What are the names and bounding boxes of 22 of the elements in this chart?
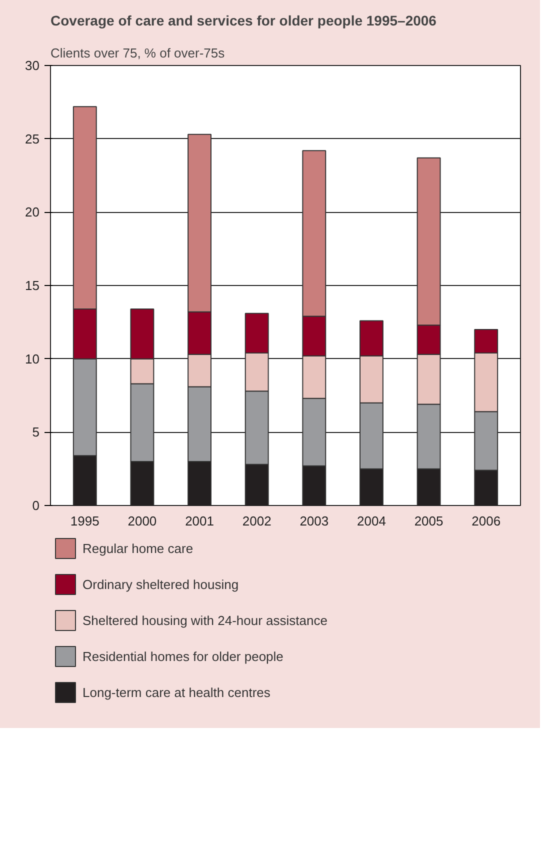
y-tick-label: 10: [25, 351, 40, 366]
legend-label: Regular home care: [82, 541, 194, 556]
y-tick-label: 30: [25, 58, 40, 73]
legend-label: Long-term care at health centres: [82, 685, 271, 700]
y-tick-label: 20: [25, 204, 40, 220]
y-tick-label: 15: [25, 278, 40, 293]
legend-label: Residential homes for older people: [82, 649, 284, 664]
x-tick-label: 1995: [70, 514, 100, 528]
y-tick-label: 0: [32, 498, 40, 513]
legend-label: Sheltered housing with 24-hour assistance: [82, 613, 328, 628]
y-axis-title: Clients over 75, % of over-75s: [50, 46, 226, 60]
x-tick-label: 2003: [300, 514, 329, 528]
x-tick-label: 2000: [128, 514, 157, 528]
x-tick-label: 2001: [185, 514, 214, 528]
x-tick-label: 2005: [414, 514, 444, 528]
x-tick-label: 2002: [242, 514, 272, 528]
legend-label: Ordinary sheltered housing: [82, 577, 239, 592]
x-tick-label: 2006: [472, 514, 501, 528]
y-tick-label: 25: [25, 131, 40, 146]
y-tick-label: 5: [32, 424, 40, 440]
x-tick-label: 2004: [357, 514, 386, 528]
chart-title: Coverage of care and services for older people 1995–2006: [50, 12, 437, 28]
